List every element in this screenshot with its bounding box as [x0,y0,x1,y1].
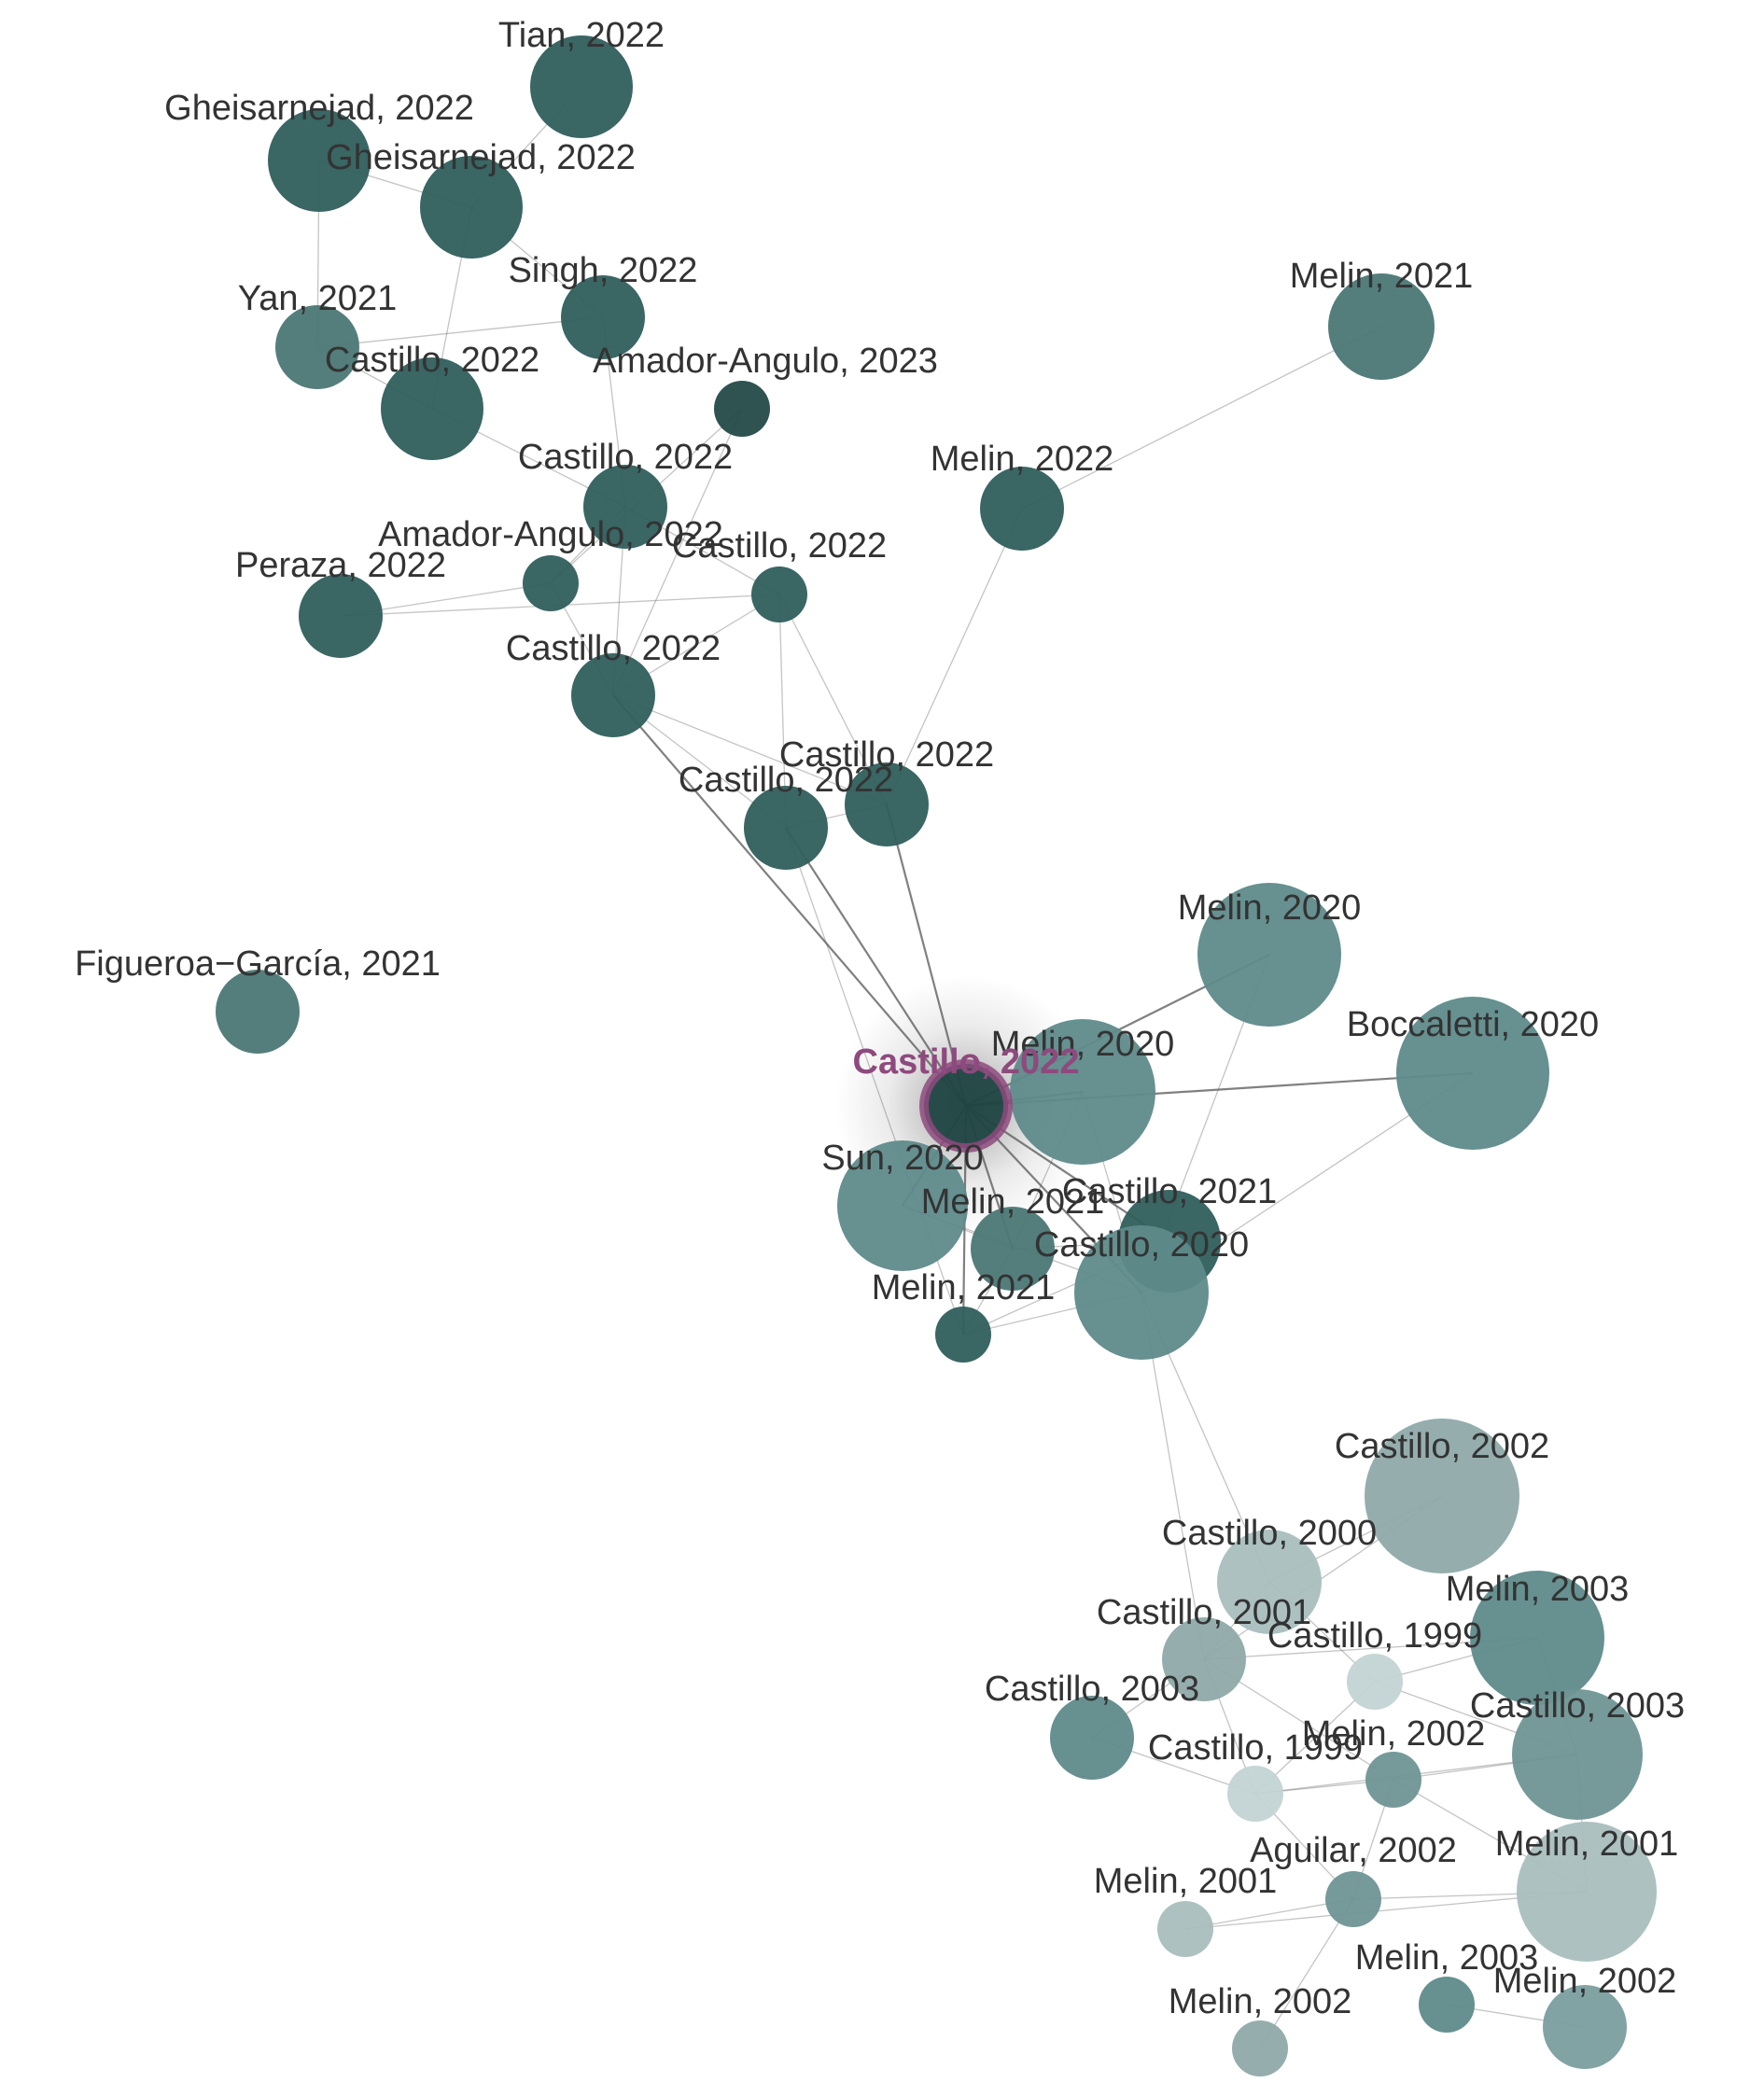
node-castillo-2022-n6[interactable] [381,357,483,460]
node-yan-2021-n5[interactable] [275,305,359,389]
node-castillo-2000-n27[interactable] [1217,1530,1322,1634]
node-label-n36: Melin, 2001 [1495,1824,1678,1864]
node-castillo-2022-n15[interactable] [744,786,828,870]
node-label-n7: Amador-Angulo, 2023 [593,342,938,381]
node-melin-2001-n36[interactable] [1517,1822,1657,1962]
node-label-n40: Melin, 2002 [1493,1962,1676,2001]
node-label-n26: Castillo, 2002 [1335,1427,1549,1466]
node-castillo-2002-n26[interactable] [1365,1419,1519,1573]
node-label-n14: Castillo, 2022 [506,629,721,668]
node-melin-2020-n20[interactable] [1010,1019,1155,1165]
edge-n14-n31 [612,694,967,1107]
node-label-n2: Gheisarnejad, 2022 [164,89,474,128]
node-label-n18: Melin, 2020 [1178,888,1361,928]
edge-n10-n16 [886,508,1023,805]
node-label-n27: Castillo, 2000 [1162,1514,1377,1553]
node-label-n41: Melin, 2002 [1169,1982,1351,2021]
node-castillo-2003-n33[interactable] [1512,1689,1643,1820]
node-amador-angulo-2023-n7[interactable] [714,381,770,437]
node-label-n28: Melin, 2003 [1446,1570,1629,1609]
edge-n15-n31 [785,827,967,1107]
node-label-n29: Castillo, 2001 [1097,1593,1311,1632]
node-label-n6: Castillo, 2022 [325,341,539,380]
node-label-n35: Melin, 2002 [1302,1714,1485,1754]
node-melin-2020-n18[interactable] [1197,883,1341,1027]
node-melin-2002-n40[interactable] [1543,1985,1627,2069]
node-amador-angulo-2022-n11[interactable] [523,555,579,611]
node-castillo-2022-n12[interactable] [751,566,807,622]
node-castillo-2003-n32[interactable] [1050,1696,1134,1780]
node-label-n23: Castillo, 2021 [1062,1172,1277,1211]
node-label-n34: Castillo, 1999 [1148,1728,1363,1768]
node-label-n11: Amador-Angulo, 2022 [378,515,723,554]
node-label-n21: Sun, 2020 [821,1139,983,1178]
node-label-n1: Tian, 2022 [498,16,665,55]
edge-n10-n8 [1021,326,1382,510]
node-aguilar-2002-n37[interactable] [1325,1871,1381,1927]
node-gheisarnejad-2022-n3[interactable] [420,156,523,259]
node-boccaletti-2020-n19[interactable] [1396,997,1549,1150]
node-melin-2002-n41[interactable] [1232,2020,1288,2076]
node-label-n3: Gheisarnejad, 2022 [326,138,636,177]
edge-n7-n14 [612,408,743,696]
node-label-n20: Melin, 2020 [991,1025,1174,1064]
node-label-n39: Melin, 2003 [1355,1938,1538,1978]
node-label-n15: Castillo, 2022 [679,761,893,800]
node-label-n22: Melin, 2021 [921,1182,1104,1222]
node-label-n24: Castillo, 2020 [1034,1225,1249,1265]
node-label-n38: Melin, 2001 [1094,1862,1277,1901]
edge-n5-n4 [316,316,604,348]
node-castillo-2022-n31[interactable] [919,1059,1013,1153]
node-peraza-2022-n13[interactable] [299,574,383,658]
node-castillo-2022-n16[interactable] [845,762,929,846]
node-label-n30: Castillo, 1999 [1267,1616,1482,1656]
node-layer [216,35,1657,2076]
node-label-n16: Castillo, 2022 [779,735,994,775]
node-label-n5: Yan, 2021 [238,279,397,318]
node-figueroa-garc-a-2021-n17[interactable] [216,970,300,1054]
node-label-n19: Boccaletti, 2020 [1347,1005,1599,1044]
node-melin-2001-n38[interactable] [1157,1901,1213,1957]
node-label-n17: Figueroa−García, 2021 [75,944,441,984]
node-label-n31: Castillo, 2022 [853,1042,1080,1082]
node-label-n4: Singh, 2022 [509,251,698,290]
node-melin-2022-n10[interactable] [980,467,1064,551]
node-sun-2020-n21[interactable] [837,1140,968,1271]
edge-n37-n41 [1259,1898,1354,2049]
edge-n37-n38 [1184,1898,1354,1930]
node-castillo-1999-n30[interactable] [1347,1654,1403,1710]
node-label-n37: Aguilar, 2002 [1250,1831,1457,1870]
node-melin-2021-n25[interactable] [935,1307,991,1363]
node-melin-2003-n28[interactable] [1470,1571,1604,1705]
node-label-n12: Castillo, 2022 [672,526,887,566]
node-castillo-2020-n24[interactable] [1074,1225,1209,1360]
label-layer: Tian, 2022 Gheisarnejad, 2022 Gheisarnejad… [75,16,1685,2021]
edge-n16-n31 [885,804,968,1107]
node-melin-2002-n35[interactable] [1365,1752,1421,1808]
node-castillo-1999-n34[interactable] [1227,1766,1283,1822]
node-singh-2022-n4[interactable] [561,275,645,359]
node-melin-2003-n39[interactable] [1419,1977,1475,2033]
node-tian-2022-n1[interactable] [530,35,633,138]
node-melin-2021-n8[interactable] [1328,273,1435,380]
node-castillo-2001-n29[interactable] [1162,1617,1246,1701]
node-label-n25: Melin, 2021 [872,1268,1055,1307]
node-label-n32: Castillo, 2003 [985,1670,1199,1709]
node-melin-2021-n22[interactable] [971,1207,1055,1291]
node-castillo-2022-n14[interactable] [571,653,655,737]
node-label-n10: Melin, 2022 [931,440,1113,479]
edge-n14-n16 [612,694,888,805]
node-label-n13: Peraza, 2022 [235,546,446,585]
node-label-n8: Melin, 2021 [1290,257,1473,296]
node-castillo-2022-n9[interactable] [583,465,667,549]
node-gheisarnejad-2022-n2[interactable] [268,109,371,212]
node-label-n9: Castillo, 2022 [518,438,733,477]
node-label-n33: Castillo, 2003 [1470,1686,1685,1726]
